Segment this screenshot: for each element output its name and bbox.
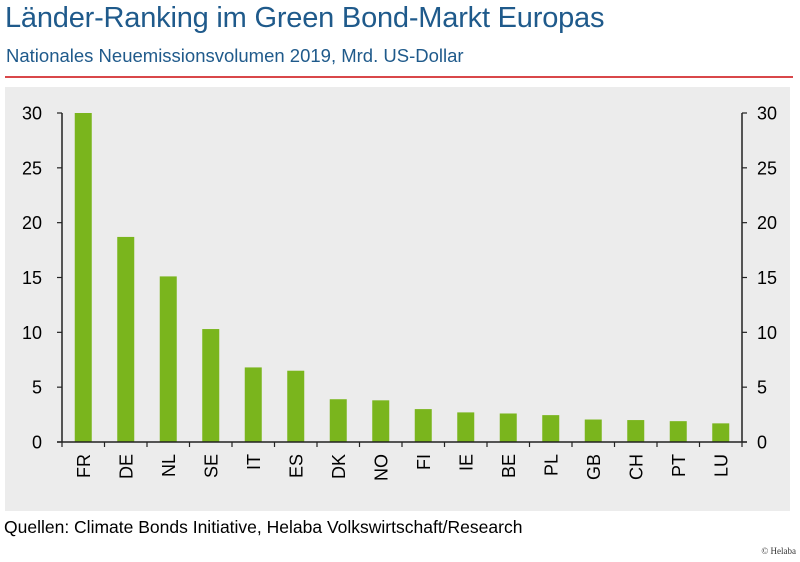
y-tick-label-left: 25 (22, 158, 42, 178)
chart-title: Länder-Ranking im Green Bond-Markt Europ… (5, 2, 605, 34)
bar-no (372, 400, 390, 442)
y-tick-label-right: 5 (757, 378, 767, 398)
bar-gb (584, 419, 602, 442)
y-tick-label-left: 15 (22, 268, 42, 288)
y-axis-left-labels: 0 5 10 15 20 25 30 (22, 104, 42, 453)
chart-subtitle: Nationales Neuemissionsvolumen 2019, Mrd… (6, 45, 464, 66)
x-tick-label-dk: DK (329, 454, 349, 479)
y-tick-label-right: 20 (757, 213, 777, 233)
y-tick-label-right: 15 (757, 268, 777, 288)
x-tick-label-no: NO (371, 454, 391, 481)
x-axis-labels: FR DE NL SE IT ES DK NO FI IE BE PL GB CH PT LU (74, 454, 732, 481)
x-tick-label-fr: FR (74, 454, 94, 478)
y-tick-label-left: 0 (32, 433, 42, 453)
bar-fr (74, 113, 92, 442)
y-tick-label-left: 30 (22, 104, 42, 124)
bar-it (244, 367, 262, 442)
copyright-note: © Helaba (761, 546, 796, 556)
bar-dk (329, 399, 347, 442)
y-tick-label-left: 10 (22, 323, 42, 343)
y-tick-label-right: 25 (757, 158, 777, 178)
bar-fi (414, 409, 432, 442)
x-tick-label-es: ES (286, 454, 306, 478)
x-tick-label-gb: GB (584, 454, 604, 480)
x-tick-label-nl: NL (159, 454, 179, 477)
axes-group (57, 112, 747, 447)
y-tick-label-left: 5 (32, 378, 42, 398)
x-tick-label-lu: LU (711, 454, 731, 477)
x-tick-label-it: IT (244, 454, 264, 470)
x-tick-label-se: SE (201, 454, 221, 478)
chart-panel (5, 87, 790, 511)
x-tick-label-ie: IE (456, 454, 476, 471)
x-tick-label-pt: PT (669, 454, 689, 477)
x-tick-label-be: BE (499, 454, 519, 478)
bar-lu (712, 423, 730, 442)
y-tick-label-left: 20 (22, 213, 42, 233)
title-divider (5, 76, 793, 78)
x-tick-label-de: DE (116, 454, 136, 479)
y-axis-right-labels: 0 5 10 15 20 25 30 (757, 104, 777, 453)
bar-de (117, 236, 135, 442)
bar-pl (542, 415, 560, 442)
bar-se (202, 329, 220, 442)
source-note: Quellen: Climate Bonds Initiative, Helab… (4, 517, 523, 537)
x-tick-label-pl: PL (541, 454, 561, 476)
bar-nl (159, 276, 177, 442)
x-tick-label-ch: CH (626, 454, 646, 480)
bar-pt (669, 421, 687, 442)
x-tick-label-fi: FI (414, 454, 434, 470)
y-tick-label-right: 0 (757, 433, 767, 453)
bar-es (287, 370, 305, 442)
y-tick-label-right: 10 (757, 323, 777, 343)
bars-group (74, 113, 730, 442)
bar-ie (457, 412, 475, 442)
bar-ch (627, 420, 645, 442)
y-tick-label-right: 30 (757, 104, 777, 124)
bar-be (499, 413, 517, 442)
